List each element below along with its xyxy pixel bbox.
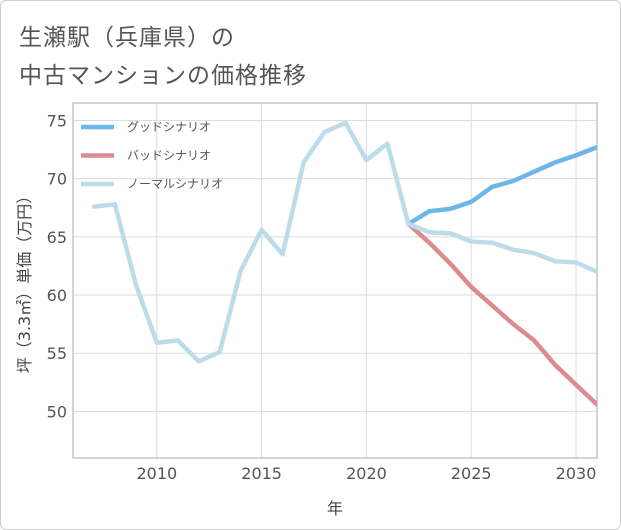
x-tick-label: 2030 bbox=[556, 464, 597, 483]
y-tick-label: 65 bbox=[47, 228, 67, 247]
x-tick-label: 2020 bbox=[346, 464, 387, 483]
x-tick-label: 2015 bbox=[241, 464, 282, 483]
series-layer bbox=[91, 120, 597, 407]
y-tick-label: 70 bbox=[47, 170, 67, 189]
tick-labels: 2010 2015 2020 2025 2030 50 55 60 65 70 75 bbox=[47, 111, 597, 483]
y-tick-label: 55 bbox=[47, 344, 67, 363]
legend-label-1: バッドシナリオ bbox=[127, 149, 211, 163]
series-line-1 bbox=[406, 221, 597, 407]
chart-title-line2: 中古マンションの価格推移 bbox=[19, 63, 307, 89]
x-axis-title: 年 bbox=[327, 499, 343, 518]
legend-label-2: ノーマルシナリオ bbox=[127, 177, 223, 191]
plot-area-border bbox=[72, 102, 598, 459]
series-line-2 bbox=[91, 120, 597, 364]
series-line-0 bbox=[406, 144, 597, 227]
y-tick-label: 50 bbox=[47, 402, 67, 421]
legend-label-0: グッドシナリオ bbox=[127, 120, 211, 134]
y-axis-title: 坪（3.3㎡）単価（万円） bbox=[15, 188, 34, 373]
y-tick-label: 60 bbox=[47, 286, 67, 305]
chart-title-line1: 生瀬駅（兵庫県）の bbox=[19, 25, 235, 51]
x-tick-label: 2025 bbox=[451, 464, 492, 483]
y-tick-label: 75 bbox=[47, 111, 67, 130]
x-tick-label: 2010 bbox=[136, 464, 177, 483]
